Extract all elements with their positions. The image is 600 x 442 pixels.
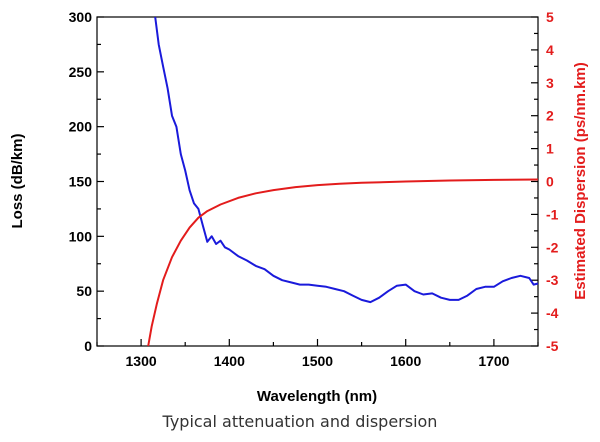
x-axis-title: Wavelength (nm) [257, 388, 377, 405]
x-tick-label: 1300 [126, 353, 157, 369]
y-right-tick-label: 0 [546, 174, 554, 190]
y-left-tick-label: 200 [69, 119, 93, 135]
y-right-tick-label: -3 [546, 272, 559, 288]
x-tick-label: 1400 [214, 353, 245, 369]
y-axis-right-title: Estimated Dispersion (ps/nm.km) [572, 62, 589, 300]
loss-series-line [154, 16, 539, 304]
y-right-tick-label: 3 [546, 75, 554, 91]
y-left-tick-label: 100 [69, 228, 93, 244]
y-left-tick-label: 250 [69, 64, 93, 80]
y-right-tick-label: 4 [546, 42, 554, 58]
x-tick-label: 1600 [390, 353, 421, 369]
y-left-tick-label: 0 [84, 338, 92, 354]
y-left-tick-label: 300 [69, 9, 93, 25]
y-right-tick-label: -1 [546, 206, 559, 222]
chart: 1300 1400 1500 1600 1700 050100150200250300 … [9, 9, 589, 405]
figure-caption: Typical attenuation and dispersion [162, 412, 438, 431]
y-right-tick-label: -5 [546, 338, 559, 354]
y-right-tick-label: -4 [546, 305, 559, 321]
y-right-tick-label: -2 [546, 239, 559, 255]
y-left-tick-label: 150 [69, 174, 93, 190]
y-left-tick-label: 50 [76, 283, 92, 299]
x-tick-label: 1500 [302, 353, 333, 369]
y-right-tick-label: 5 [546, 9, 554, 25]
x-tick-label: 1700 [478, 353, 509, 369]
y-axis-left-title: Loss (dB/km) [9, 133, 26, 228]
y-right-tick-label: 1 [546, 141, 554, 157]
dispersion-series-line [147, 178, 539, 347]
y-right-tick-label: 2 [546, 108, 554, 124]
